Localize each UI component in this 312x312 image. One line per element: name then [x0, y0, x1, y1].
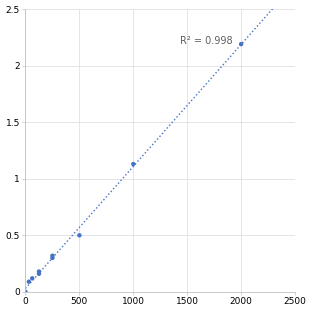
- Point: [239, 41, 244, 46]
- Point: [26, 279, 31, 284]
- Point: [37, 269, 41, 274]
- Point: [30, 276, 35, 281]
- Point: [50, 256, 55, 261]
- Text: R² = 0.998: R² = 0.998: [180, 36, 232, 46]
- Point: [50, 253, 55, 258]
- Point: [77, 233, 82, 238]
- Point: [37, 271, 41, 276]
- Point: [23, 290, 28, 295]
- Point: [131, 162, 136, 167]
